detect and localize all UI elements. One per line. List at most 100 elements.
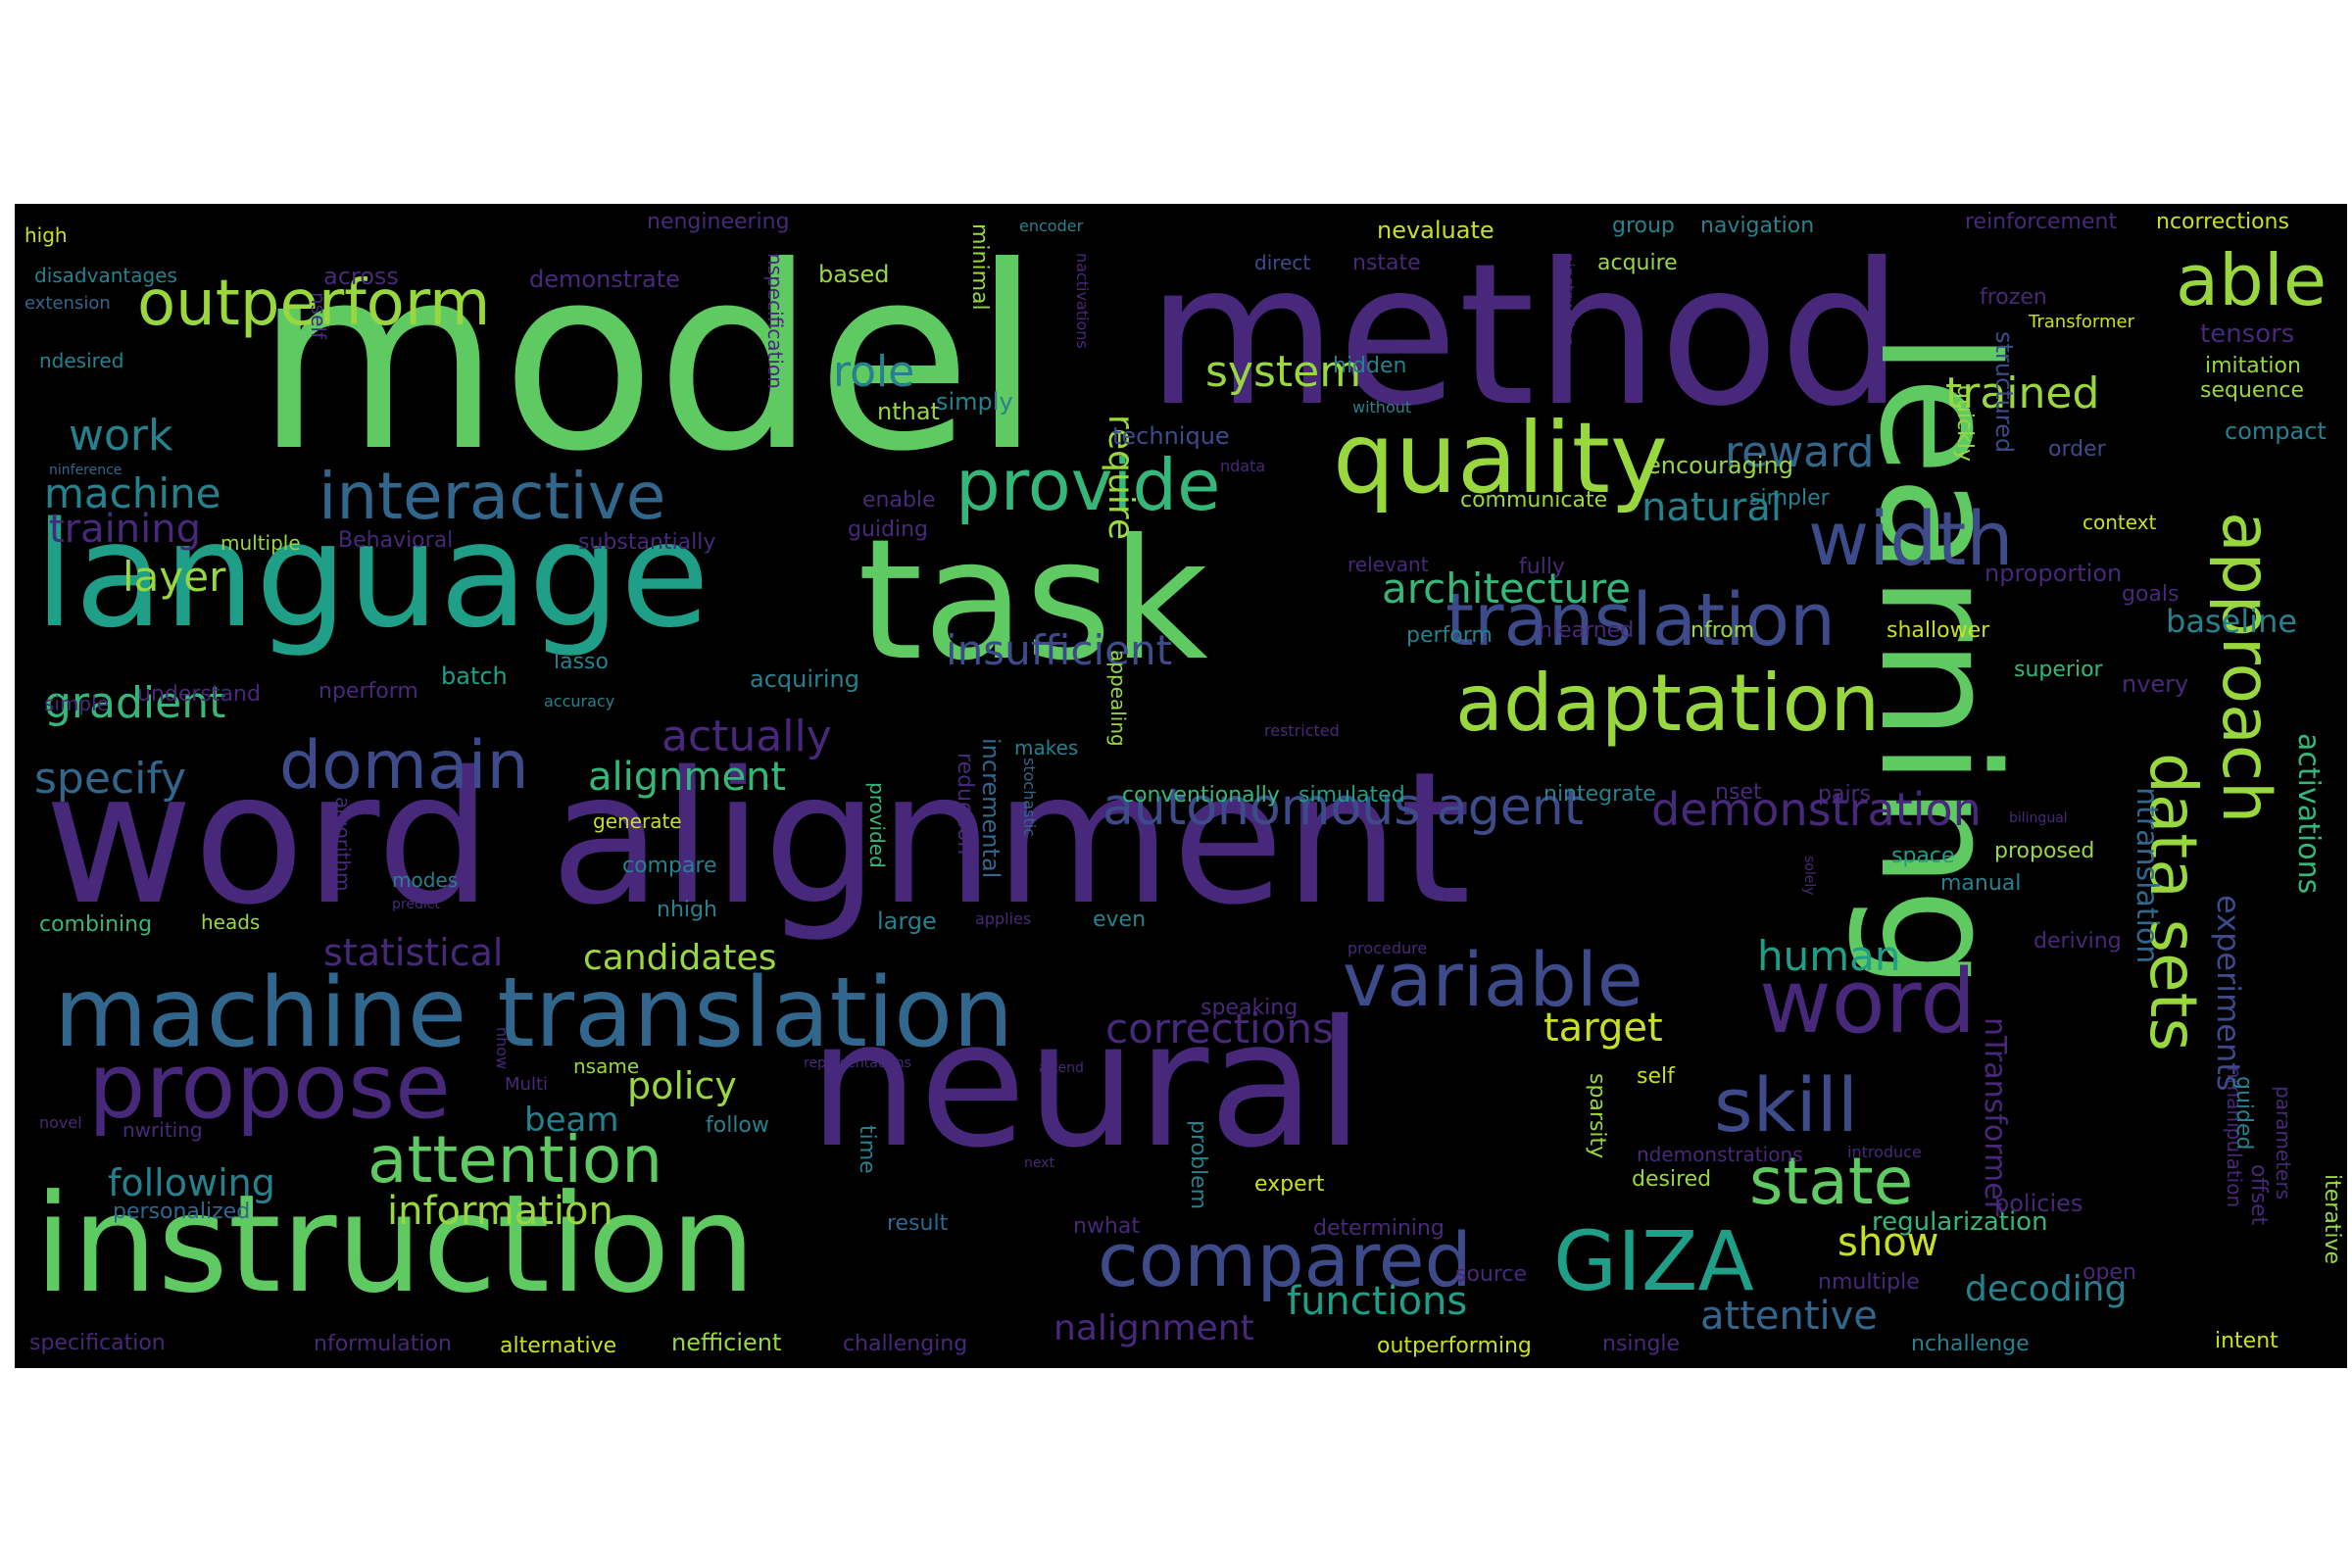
- word-word: word: [1759, 951, 1977, 1054]
- word-approach: approach: [2207, 512, 2284, 824]
- word-quality: quality: [1333, 401, 1669, 515]
- word-space: space: [1891, 844, 1955, 868]
- word-behavioral: Behavioral: [338, 528, 454, 553]
- word-show: show: [1838, 1220, 1939, 1265]
- word-trained: trained: [1945, 368, 2100, 418]
- word-natural: natural: [1642, 485, 1782, 530]
- word-tensors: tensors: [2200, 319, 2295, 349]
- word-compared: compared: [1098, 1216, 1472, 1303]
- word-imitation: imitation: [2205, 354, 2301, 378]
- word-alignment: alignment: [588, 755, 787, 800]
- word-information: information: [387, 1189, 613, 1234]
- word-extension: extension: [24, 293, 111, 314]
- word-language: language: [34, 491, 710, 660]
- word-outperform: outperform: [137, 268, 491, 340]
- word-nwriting: nwriting: [122, 1118, 203, 1142]
- word-high: high: [24, 223, 68, 247]
- word-encoder: encoder: [1019, 217, 1084, 235]
- word-reward: reward: [1725, 427, 1875, 477]
- word-task: task: [858, 504, 1208, 698]
- word-autonomous-agent: autonomous agent: [1102, 778, 1585, 837]
- word-speaking: speaking: [1200, 996, 1298, 1020]
- word-pairs: pairs: [1818, 782, 1872, 807]
- word-skill: skill: [1714, 1061, 1858, 1149]
- word-superior: superior: [2014, 658, 2103, 682]
- word-order: order: [2048, 437, 2106, 462]
- word-simulated: simulated: [1298, 783, 1405, 808]
- word-parameters: parameters: [2272, 1086, 2295, 1200]
- word-problem: problem: [1186, 1120, 1210, 1210]
- word-lasso: lasso: [554, 650, 609, 674]
- word-solely: solely: [1801, 856, 1817, 896]
- word-acquiring: acquiring: [750, 665, 859, 693]
- word-accuracy: accuracy: [544, 692, 615, 710]
- word-state: state: [1749, 1144, 1914, 1219]
- word-width: width: [1808, 495, 2014, 582]
- word-ninference: ninference: [49, 463, 122, 478]
- word-training: training: [49, 507, 201, 552]
- word-perform: perform: [1406, 623, 1493, 648]
- word-work: work: [69, 411, 173, 461]
- word-minimal: minimal: [967, 223, 992, 311]
- word-frozen: frozen: [1980, 285, 2047, 310]
- word-stochastic: stochastic: [1020, 758, 1039, 837]
- word-without: without: [1352, 398, 1412, 416]
- word-simply: simply: [936, 388, 1013, 416]
- word-model: model: [255, 213, 1043, 507]
- word-ntranslation: ntranslation: [2130, 787, 2164, 964]
- word-enable: enable: [862, 488, 936, 513]
- word-nsingle: nsingle: [1602, 1332, 1681, 1356]
- word-shallower: shallower: [1886, 618, 1990, 643]
- word-demonstration: demonstration: [1651, 783, 1982, 836]
- word-goals: goals: [2122, 582, 2180, 607]
- word-follow: follow: [706, 1113, 769, 1138]
- word-procedure: procedure: [1348, 939, 1428, 957]
- word-based: based: [818, 261, 890, 288]
- word-transformer: Transformer: [2029, 312, 2135, 332]
- word-conventionally: conventionally: [1122, 783, 1280, 808]
- word-quickly: quickly: [1952, 385, 1977, 462]
- word-outperforming: outperforming: [1377, 1334, 1532, 1358]
- word-machine: machine: [44, 469, 221, 517]
- word-nformulation: nformulation: [314, 1332, 452, 1356]
- word-makes: makes: [1014, 736, 1079, 760]
- word-specification: specification: [29, 1331, 166, 1355]
- word-ndesired: ndesired: [39, 349, 124, 372]
- word-nchallenge: nchallenge: [1911, 1332, 2030, 1356]
- word-representations: representations: [804, 1055, 911, 1071]
- word-novel: novel: [39, 1113, 82, 1132]
- word-nsame: nsame: [573, 1054, 640, 1078]
- word-simple: simple: [44, 692, 110, 715]
- word-able: able: [2176, 239, 2328, 321]
- word-self: self: [1637, 1064, 1675, 1089]
- word-personalized: personalized: [113, 1200, 251, 1224]
- word-bilingual: bilingual: [2009, 810, 2068, 826]
- word-nactivations: nactivations: [1073, 253, 1092, 349]
- word-deriving: deriving: [2034, 929, 2122, 954]
- word-functions: functions: [1287, 1279, 1468, 1324]
- word-multi: Multi: [505, 1074, 548, 1095]
- word-cloud: model method learning task language word alig…: [15, 204, 2347, 1368]
- word-ncorrections: ncorrections: [2156, 210, 2289, 234]
- word-open: open: [2082, 1260, 2136, 1285]
- word-generate: generate: [593, 809, 682, 833]
- word-guiding: guiding: [848, 517, 929, 542]
- word-nalignment: nalignment: [1054, 1308, 1254, 1348]
- word-domain: domain: [279, 727, 529, 805]
- word-next: next: [1024, 1155, 1055, 1171]
- word-instruction: instruction: [34, 1165, 757, 1323]
- word-nthat: nthat: [877, 398, 940, 425]
- word-variable: variable: [1343, 936, 1643, 1023]
- word-machine-translation: machine translation: [54, 957, 1014, 1069]
- word-experiments: experiments: [2210, 895, 2247, 1092]
- word-insufficient: insufficient: [946, 626, 1173, 674]
- word-nintegrate: nintegrate: [1544, 782, 1656, 807]
- word-adaptation: adaptation: [1455, 658, 1881, 749]
- word-nself: nself: [307, 292, 330, 339]
- word-provided: provided: [865, 782, 889, 868]
- word-batch: batch: [441, 662, 508, 690]
- word-source: source: [1455, 1262, 1528, 1287]
- word-ntransformer: nTransformer: [1978, 1017, 2012, 1213]
- word-appealing: appealing: [1106, 650, 1130, 747]
- word-manual: manual: [1940, 871, 2022, 896]
